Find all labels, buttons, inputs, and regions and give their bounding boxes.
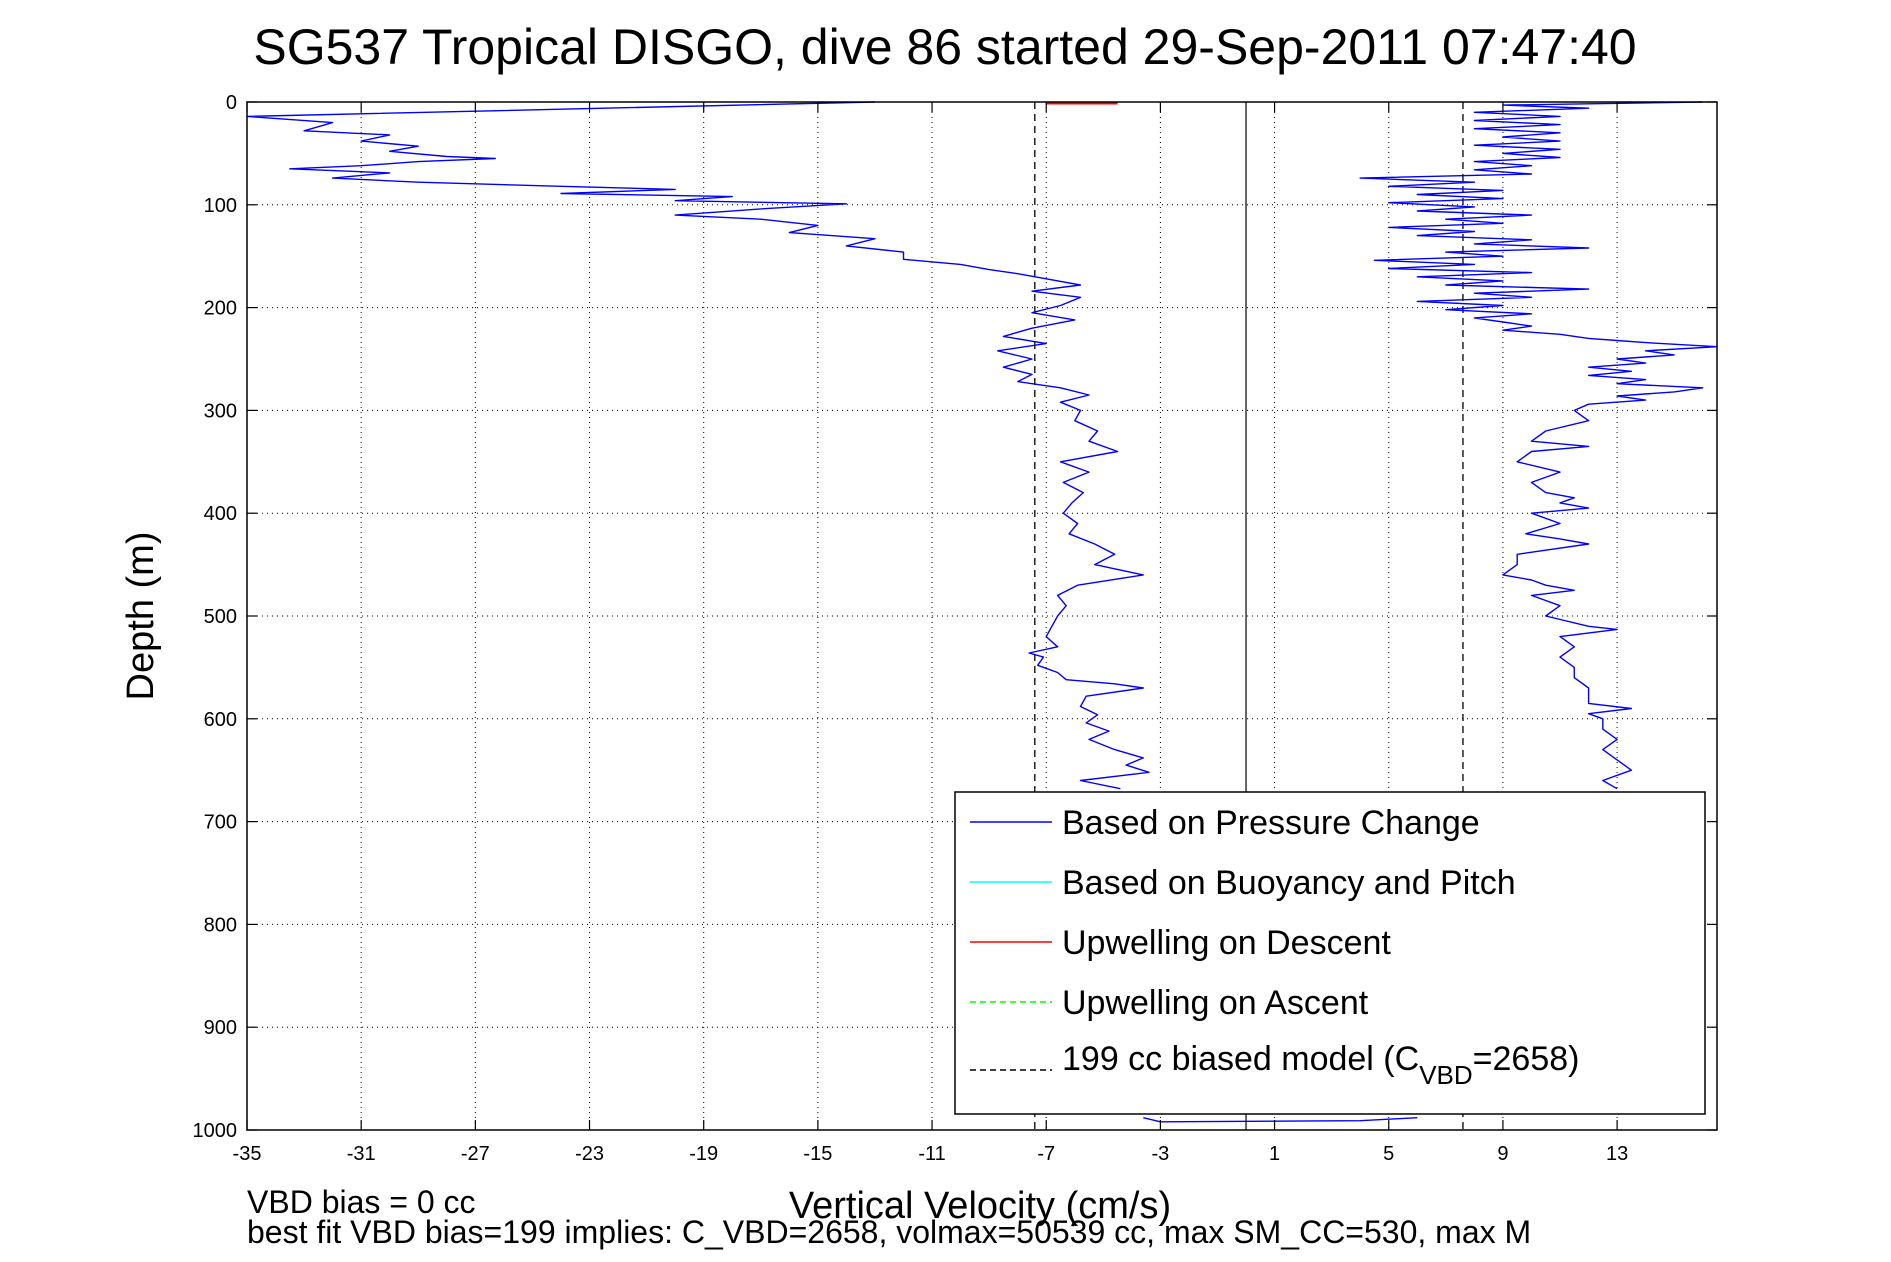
x-tick-label: -23 <box>575 1143 604 1165</box>
y-tick-label: 700 <box>204 812 237 834</box>
x-tick-label: -3 <box>1151 1143 1169 1165</box>
x-tick-label: -31 <box>347 1143 376 1165</box>
x-tick-label: -27 <box>461 1143 490 1165</box>
x-axis-label: Vertical Velocity (cm/s) <box>789 1185 1171 1227</box>
legend-label-biased-model: 199 cc biased model (CVBD=2658) <box>1062 1040 1579 1090</box>
y-tick-label: 500 <box>204 606 237 628</box>
footer-best-fit: best fit VBD bias=199 implies: C_VBD=265… <box>247 1214 1532 1250</box>
y-tick-label: 200 <box>204 298 237 320</box>
legend-label-buoyancy: Based on Buoyancy and Pitch <box>1062 864 1516 902</box>
legend: Based on Pressure Change Based on Buoyan… <box>954 791 1706 1115</box>
footer-vbd-bias: VBD bias = 0 cc <box>247 1184 476 1220</box>
y-tick-label: 900 <box>204 1017 237 1039</box>
y-tick-label: 1000 <box>193 1120 238 1142</box>
x-tick-label: -11 <box>918 1143 945 1165</box>
x-tick-label: -15 <box>803 1143 832 1165</box>
x-tick-label: 13 <box>1606 1143 1628 1165</box>
x-tick-label: 9 <box>1497 1143 1508 1165</box>
y-tick-label: 0 <box>226 92 237 114</box>
y-tick-label: 800 <box>204 914 237 936</box>
chart-title: SG537 Tropical DISGO, dive 86 started 29… <box>253 19 1636 75</box>
series-pressure-bottom <box>1143 1117 1418 1123</box>
x-tick-label: -35 <box>233 1143 262 1165</box>
x-tick-label: 1 <box>1269 1143 1280 1165</box>
x-tick-label: 5 <box>1383 1143 1394 1165</box>
x-tick-label: -19 <box>689 1143 718 1165</box>
y-tick-label: 100 <box>204 195 237 217</box>
series-pressure-descent <box>246 101 1150 790</box>
y-axis-label: Depth (m) <box>120 532 162 701</box>
axis-ticks: -35 -31 -27 -23 -19 -15 -11 -7 -3 1 5 9 130100200300… <box>193 92 1717 1165</box>
y-tick-label: 300 <box>204 400 237 422</box>
y-tick-label: 400 <box>204 503 237 525</box>
y-tick-label: 600 <box>204 709 237 731</box>
legend-label-upwelling-ascent: Upwelling on Ascent <box>1062 984 1369 1022</box>
legend-label-pressure: Based on Pressure Change <box>1062 804 1480 842</box>
legend-label-upwelling-descent: Upwelling on Descent <box>1062 924 1391 962</box>
x-tick-label: -7 <box>1037 1143 1055 1165</box>
